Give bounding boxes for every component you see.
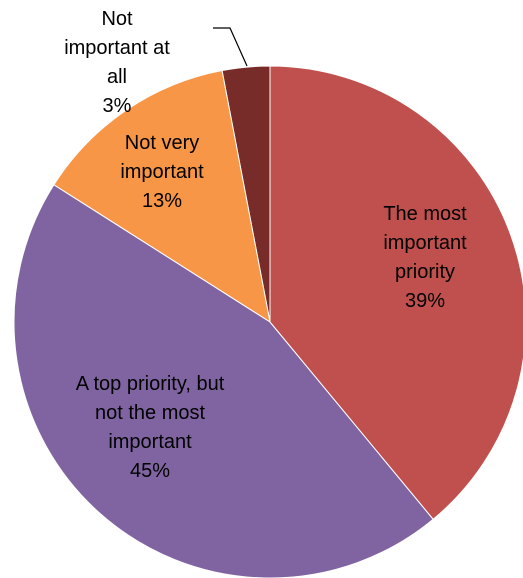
value-label: 3% bbox=[102, 95, 132, 117]
category-label: The most important priority bbox=[383, 203, 467, 283]
pie-slice bbox=[53, 69, 271, 324]
category-label: Not important at all bbox=[64, 8, 170, 88]
data-label: The most important priority 39% bbox=[360, 200, 490, 316]
data-label: Not very important 13% bbox=[107, 129, 217, 216]
value-label: 39% bbox=[404, 290, 446, 312]
value-label: 45% bbox=[129, 460, 171, 482]
value-label: 13% bbox=[141, 190, 183, 212]
data-label: Not important at all 3% bbox=[57, 5, 177, 121]
leader-line bbox=[213, 27, 248, 67]
category-label: Not very important bbox=[120, 132, 204, 183]
data-label: A top priority, but not the most importa… bbox=[70, 370, 230, 486]
category-label: A top priority, but not the most importa… bbox=[75, 373, 225, 453]
pie-slice bbox=[269, 65, 523, 520]
pie-slice bbox=[13, 184, 434, 578]
